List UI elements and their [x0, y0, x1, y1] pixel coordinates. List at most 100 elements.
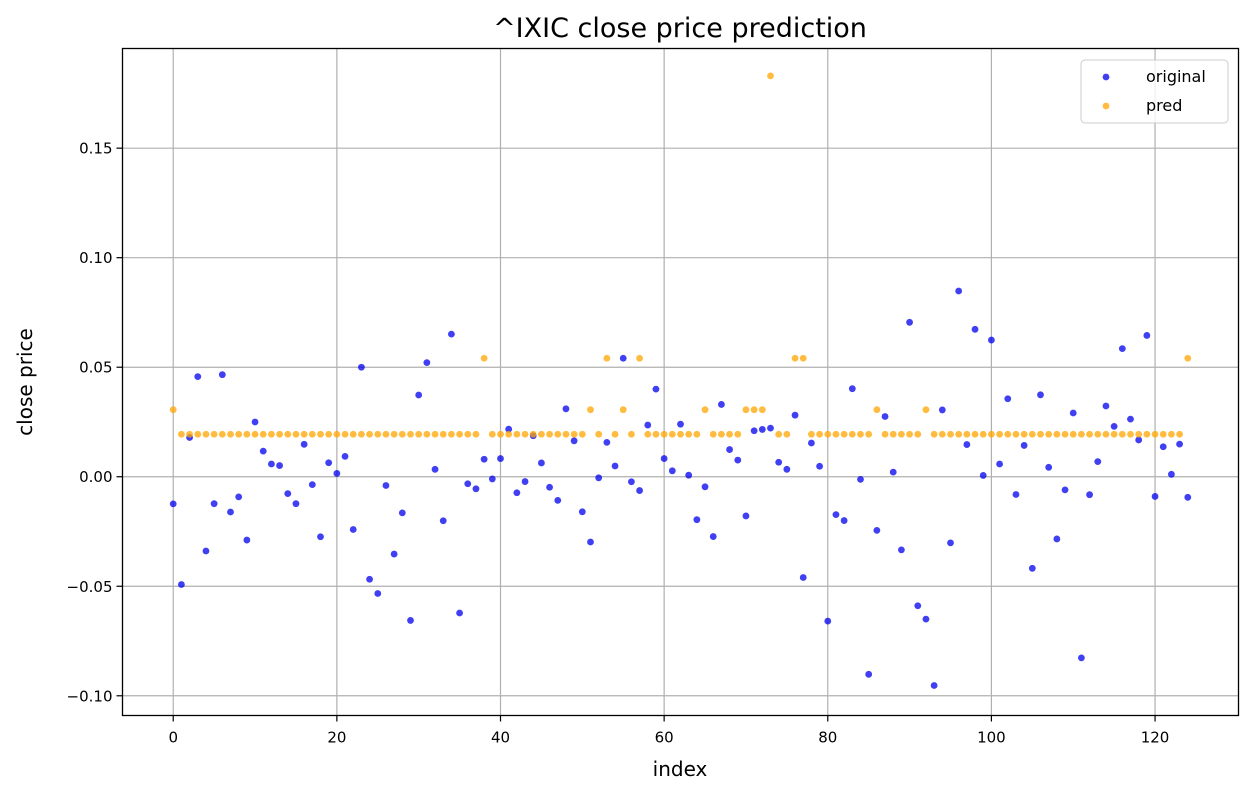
point-pred [791, 354, 799, 362]
point-pred [906, 430, 913, 438]
point-pred [398, 430, 406, 438]
point-original [251, 418, 259, 426]
point-original [808, 439, 815, 447]
point-original [317, 533, 324, 541]
point-original [906, 318, 913, 326]
point-pred [881, 430, 889, 438]
point-pred [1110, 430, 1118, 438]
point-original [1118, 345, 1126, 352]
point-pred [1184, 354, 1192, 362]
point-original [1061, 486, 1069, 494]
legend-marker-pred [1102, 102, 1110, 110]
point-pred [235, 430, 243, 438]
point-original [390, 550, 398, 558]
point-original [546, 483, 553, 491]
point-original [996, 460, 1003, 468]
point-original [1159, 443, 1167, 451]
point-original [505, 425, 513, 433]
series-original [169, 287, 1192, 689]
point-pred [415, 430, 423, 438]
y-tick-label: −0.10 [67, 687, 113, 705]
point-original [644, 421, 652, 429]
point-pred [1127, 430, 1134, 438]
point-original [857, 475, 864, 483]
point-pred [1053, 430, 1061, 438]
point-pred [988, 430, 995, 438]
point-original [227, 508, 234, 516]
point-original [300, 440, 308, 448]
point-pred [1037, 430, 1044, 438]
point-pred [169, 406, 177, 414]
point-pred [1012, 430, 1020, 438]
legend-label-original: original [1146, 67, 1206, 86]
point-pred [595, 430, 603, 438]
point-pred [202, 430, 210, 438]
legend-label-pred: pred [1146, 96, 1182, 115]
point-original [235, 493, 243, 501]
point-original [538, 459, 545, 467]
y-tick-label: 0.15 [79, 140, 112, 158]
point-pred [464, 430, 472, 438]
point-pred [816, 430, 823, 438]
point-pred [1143, 430, 1151, 438]
point-pred [251, 430, 259, 438]
point-pred [677, 430, 684, 438]
point-original [979, 472, 987, 479]
point-original [840, 517, 848, 524]
point-pred [570, 430, 578, 438]
point-pred [611, 430, 619, 438]
point-pred [1069, 430, 1077, 438]
point-original [726, 446, 733, 453]
grid [122, 48, 1239, 716]
point-original [284, 490, 292, 498]
point-pred [668, 430, 676, 438]
point-pred [546, 430, 553, 438]
point-pred [808, 430, 815, 438]
point-original [1045, 463, 1053, 471]
point-pred [758, 406, 766, 414]
point-original [603, 438, 611, 446]
point-pred [693, 430, 701, 438]
point-pred [341, 430, 349, 438]
point-original [398, 509, 406, 517]
point-original [1004, 395, 1012, 403]
point-pred [709, 430, 717, 438]
point-pred [734, 430, 742, 438]
y-tick-label: 0.00 [79, 468, 112, 486]
point-pred [431, 430, 439, 438]
point-original [562, 405, 570, 413]
point-original [775, 458, 783, 466]
x-tick-label: 60 [655, 729, 674, 747]
point-original [1094, 458, 1102, 466]
point-original [636, 487, 643, 494]
point-original [595, 474, 603, 482]
point-pred [767, 72, 774, 80]
point-pred [317, 430, 324, 438]
point-pred [799, 354, 807, 362]
point-pred [840, 430, 848, 438]
point-pred [382, 430, 390, 438]
point-pred [636, 354, 643, 362]
point-pred [922, 406, 930, 414]
plot-area-frame [121, 47, 1240, 717]
point-pred [718, 430, 725, 438]
point-pred [308, 430, 316, 438]
point-original [1053, 535, 1061, 543]
point-pred [1094, 430, 1102, 438]
point-pred [276, 430, 283, 438]
point-original [431, 465, 439, 473]
y-tick-label: 0.10 [79, 249, 112, 267]
point-pred [448, 430, 455, 438]
point-original [963, 441, 971, 448]
point-original [750, 427, 758, 435]
point-pred [259, 430, 267, 438]
point-pred [873, 406, 881, 414]
chart-title: ^IXIC close price prediction [493, 13, 867, 44]
point-pred [505, 430, 513, 438]
point-pred [562, 430, 570, 438]
point-pred [456, 430, 463, 438]
point-original [448, 330, 455, 338]
point-original [169, 500, 177, 508]
legend: original pred [1080, 59, 1229, 124]
point-pred [194, 430, 202, 438]
